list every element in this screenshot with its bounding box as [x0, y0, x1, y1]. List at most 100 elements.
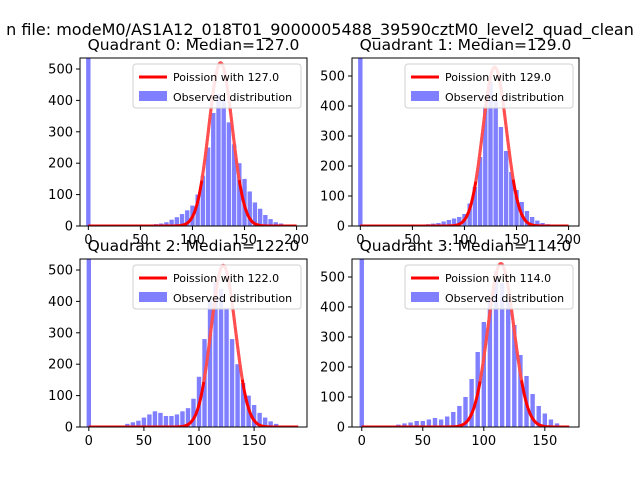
x-tick-label: 0: [84, 233, 92, 248]
x-tick-label: 100: [180, 233, 205, 248]
histogram-bar: [180, 411, 185, 427]
histogram-bar: [207, 301, 213, 427]
histogram-bar: [240, 383, 246, 427]
y-tick-label: 500: [320, 70, 345, 85]
histogram-bar: [463, 397, 468, 427]
histogram-bar: [200, 175, 206, 226]
histogram-bar: [414, 421, 419, 427]
histogram-bar: [191, 398, 196, 427]
histogram-bar: [231, 144, 237, 226]
legend: Poission with 122.0 Observed distribution: [132, 264, 302, 310]
legend-bar-label: Observed distribution: [173, 292, 292, 305]
histogram-bar: [518, 355, 523, 427]
x-tick-label: 150: [532, 434, 557, 449]
subplot-0: 0 50 100 150 200 0 100 200 300 400 500 Quadrant 0: …: [48, 36, 309, 248]
histogram-bar: [420, 421, 425, 427]
histogram-bar: [408, 422, 413, 427]
poisson-curve: [361, 262, 570, 427]
histogram-bar: [493, 100, 498, 226]
histogram-bar: [213, 282, 218, 427]
histogram-bar: [158, 412, 163, 427]
legend-bar-swatch: [139, 292, 167, 302]
x-tick-label: 50: [404, 233, 421, 248]
y-tick-label: 100: [48, 389, 73, 404]
x-tick-label: 100: [452, 233, 477, 248]
legend-bar-swatch: [411, 292, 439, 302]
histogram-bar: [247, 191, 252, 226]
y-tick-label: 0: [65, 220, 73, 235]
x-tick-label: 100: [187, 434, 212, 449]
histogram-bar: [262, 417, 268, 427]
y-tick-label: 200: [48, 358, 73, 373]
y-tick-label: 200: [320, 160, 345, 175]
y-tick-label: 400: [320, 301, 345, 316]
histogram-bar: [130, 422, 136, 427]
histogram-bar: [136, 420, 141, 427]
x-tick-label: 150: [232, 233, 257, 248]
histogram-bar: [441, 221, 446, 226]
legend: Poission with 129.0 Observed distribution: [404, 63, 574, 109]
legend-line-label: Poission with 129.0: [445, 71, 551, 84]
x-tick-label: 0: [85, 434, 93, 449]
histogram-bar: [554, 423, 560, 427]
histogram-bar: [432, 418, 438, 427]
legend-bar-swatch: [411, 91, 439, 101]
x-tick-label: 200: [284, 233, 309, 248]
legend: Poission with 114.0 Observed distribution: [404, 264, 574, 310]
histogram-bar: [444, 416, 450, 427]
histogram-bar: [229, 339, 235, 427]
legend-bar-label: Observed distribution: [445, 292, 564, 305]
histogram-bar: [237, 163, 242, 226]
legend-bar-label: Observed distribution: [173, 91, 292, 104]
histogram-bar: [514, 190, 519, 226]
y-tick-label: 400: [320, 100, 345, 115]
x-tick-label: 50: [415, 434, 432, 449]
subplot-2: 0 50 100 150 0 100 200 300 400 500 Quadrant 2: Med…: [48, 237, 308, 449]
histogram-bar: [503, 151, 509, 226]
histogram-bar: [402, 423, 407, 427]
histogram-bar: [506, 301, 511, 427]
histogram-bar: [273, 222, 278, 226]
y-tick-label: 300: [48, 125, 73, 140]
histogram-bar: [457, 406, 462, 427]
histogram-bar: [164, 222, 169, 226]
histogram-spike-bar: [86, 259, 92, 427]
subplot-title: Quadrant 0: Median=127.0: [88, 36, 300, 54]
x-tick-label: 50: [132, 233, 149, 248]
histogram-bar: [211, 112, 216, 226]
histogram-bar: [268, 421, 273, 427]
y-tick-label: 400: [48, 295, 73, 310]
y-tick-label: 300: [320, 331, 345, 346]
histogram-bar: [536, 406, 541, 427]
histogram-bar: [483, 106, 488, 226]
histogram-bar: [125, 423, 130, 427]
histogram-bar: [147, 414, 152, 427]
histogram-bar: [438, 419, 444, 427]
histogram-spike-bar: [86, 58, 91, 226]
x-tick-label: 100: [471, 434, 496, 449]
y-tick-label: 0: [65, 421, 73, 436]
y-tick-label: 0: [337, 421, 345, 436]
histogram-spike-bar: [358, 58, 363, 226]
histogram-bar: [268, 219, 273, 226]
y-tick-label: 300: [48, 326, 73, 341]
histogram-bar: [451, 412, 456, 427]
histogram-bar: [216, 94, 221, 226]
histogram-bar: [169, 416, 174, 427]
histogram-bar: [509, 172, 514, 226]
x-tick-label: 0: [356, 233, 364, 248]
histogram-bar: [446, 220, 452, 226]
y-tick-label: 200: [48, 157, 73, 172]
histogram-bar: [141, 417, 147, 427]
legend-bar-label: Observed distribution: [445, 91, 564, 104]
poisson-curve: [88, 263, 299, 427]
histogram-bar: [174, 217, 180, 226]
histogram-bar: [481, 322, 487, 427]
legend-box: [132, 63, 302, 109]
histogram-bar: [152, 411, 158, 427]
x-tick-label: 50: [136, 434, 153, 449]
histogram-bar: [251, 405, 257, 427]
histogram-bar: [472, 187, 478, 226]
histogram-bar: [426, 419, 432, 427]
